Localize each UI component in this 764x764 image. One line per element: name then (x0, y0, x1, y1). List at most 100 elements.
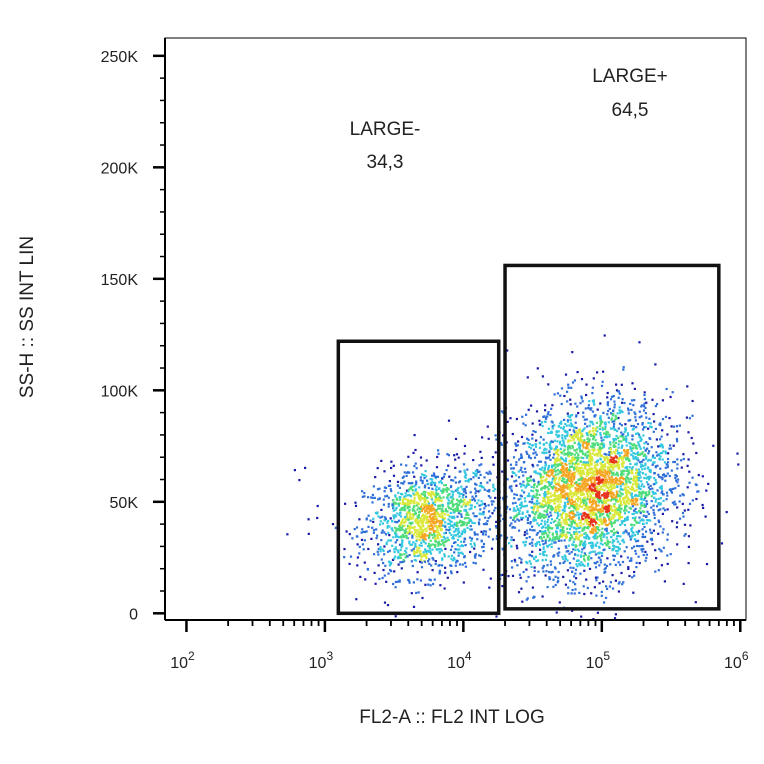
event-dot (595, 421, 599, 424)
event-dot (406, 511, 409, 514)
event-dot (593, 484, 596, 487)
event-dot (399, 529, 402, 532)
event-dot (539, 515, 542, 518)
event-dot (547, 456, 550, 459)
event-dot (454, 509, 457, 512)
event-dot (528, 515, 531, 518)
event-dot (596, 611, 599, 614)
event-dot (688, 417, 691, 420)
event-dot (591, 491, 595, 494)
event-dot (626, 432, 629, 435)
event-dot (676, 521, 679, 524)
event-dot (591, 445, 594, 448)
event-dot (618, 509, 621, 512)
event-dot (573, 379, 576, 382)
event-dot (606, 404, 609, 407)
event-dot (561, 556, 564, 559)
event-dot (420, 541, 423, 544)
event-dot (456, 538, 460, 541)
event-dot (395, 515, 398, 518)
event-dot (578, 531, 581, 534)
event-dot (444, 521, 447, 524)
event-dot (456, 544, 459, 547)
event-dot (675, 437, 678, 441)
event-dot (562, 557, 565, 560)
event-dot (373, 571, 376, 574)
event-dot (397, 563, 400, 566)
event-dot (502, 434, 505, 437)
event-dot (640, 452, 643, 455)
event-dot (583, 532, 586, 535)
event-dot (597, 496, 601, 499)
event-dot (583, 508, 586, 511)
event-dot (612, 395, 615, 398)
event-dot (661, 429, 664, 432)
event-dot (599, 497, 602, 500)
event-dot (544, 515, 547, 518)
event-dot (418, 511, 421, 514)
event-dot (632, 488, 635, 491)
event-dot (543, 516, 546, 519)
event-dot (431, 557, 434, 560)
event-dot (454, 534, 457, 537)
event-dot (654, 363, 657, 366)
event-dot (573, 575, 576, 578)
event-dot (649, 488, 652, 491)
event-dot (544, 529, 547, 532)
event-dot (590, 520, 593, 523)
event-dot (622, 438, 625, 441)
event-dot (395, 497, 398, 500)
event-dot (563, 496, 566, 499)
event-dot (598, 425, 601, 428)
event-dot (567, 439, 570, 442)
event-dot (612, 473, 615, 476)
event-dot (449, 548, 453, 551)
event-dot (571, 519, 574, 522)
event-dot (443, 532, 446, 535)
event-dot (491, 456, 494, 459)
event-dot (577, 513, 580, 517)
event-dot (583, 513, 586, 516)
event-dot (534, 543, 537, 546)
event-dot (543, 504, 546, 507)
event-dot (560, 524, 563, 527)
event-dot (570, 592, 573, 595)
event-dot (627, 567, 630, 570)
event-dot (599, 434, 602, 437)
event-dot (627, 511, 630, 514)
event-dot (619, 535, 622, 538)
event-dot (428, 506, 431, 509)
event-dot (609, 512, 612, 515)
event-dot (549, 499, 553, 502)
event-dot (620, 470, 623, 473)
event-dot (577, 411, 580, 415)
event-dot (399, 561, 402, 564)
event-dot (579, 525, 582, 528)
event-dot (411, 489, 414, 492)
event-dot (561, 457, 564, 461)
event-dot (605, 536, 608, 539)
event-dot (438, 542, 441, 545)
event-dot (429, 513, 432, 516)
event-dot (461, 563, 464, 566)
event-dot (431, 518, 434, 521)
event-dot (594, 576, 598, 579)
event-dot (418, 539, 421, 542)
event-dot (647, 483, 650, 486)
event-dot (556, 552, 559, 555)
event-dot (659, 549, 662, 552)
event-dot (635, 478, 638, 481)
event-dot (606, 513, 609, 516)
event-dot (486, 481, 489, 484)
event-dot (680, 466, 683, 469)
event-dot (411, 513, 414, 516)
event-dot (417, 503, 420, 506)
event-dot (448, 526, 451, 529)
event-dot (447, 464, 450, 467)
event-dot (633, 518, 636, 521)
event-dot (600, 384, 604, 387)
event-dot (634, 419, 637, 422)
event-dot (596, 371, 599, 374)
event-dot (583, 466, 586, 470)
event-dot (687, 562, 690, 565)
